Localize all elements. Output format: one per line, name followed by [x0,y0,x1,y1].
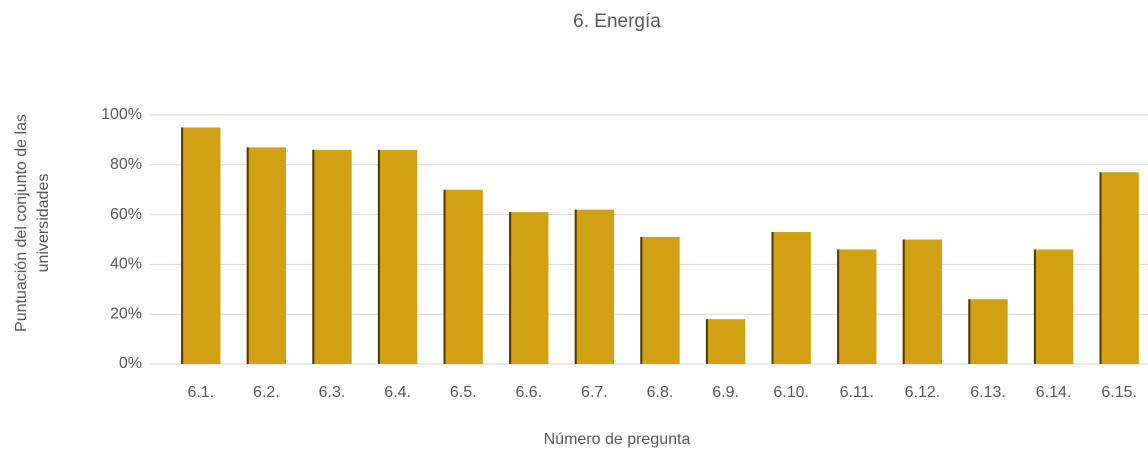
x-axis-label: Número de pregunta [544,431,691,448]
y-tick-label: 40% [110,256,142,273]
bar [509,212,549,364]
y-tick-label: 0% [119,355,142,372]
x-tick-label: 6.15. [1101,384,1137,401]
bar-shadow [771,232,774,364]
bar [771,232,811,364]
x-tick-label: 6.3. [319,384,346,401]
x-tick-label: 6.8. [647,384,674,401]
x-tick-label: 6.4. [384,384,411,401]
bar [377,149,418,364]
bar [1099,172,1139,364]
bar [246,147,287,364]
x-tick-label: 6.9. [712,384,739,401]
y-tick-label: 100% [101,106,142,123]
x-tick-label: 6.6. [515,384,542,401]
y-tick-label: 20% [110,305,142,322]
bar [968,299,1008,364]
bar [837,249,877,364]
bar-shadow [574,209,577,364]
bar-shadow [902,239,905,364]
bar-shadow [1033,249,1036,364]
bar-shadow [181,127,184,364]
bar [640,237,680,364]
bar-shadow [509,212,512,364]
bar [705,319,746,364]
bar [443,189,483,364]
bar [181,127,221,364]
y-tick-label: 80% [110,156,142,173]
x-tick-label: 6.2. [253,384,280,401]
x-tick-label: 6.1. [187,384,214,401]
bar [312,149,352,364]
x-tick-label: 6.11. [840,384,874,401]
x-tick-label: 6.12. [905,384,941,401]
x-tick-label: 6.7. [581,384,608,401]
x-tick-label: 6.10. [773,384,809,401]
bar-shadow [246,147,249,364]
bar [574,209,615,364]
x-tick-label: 6.14. [1036,384,1072,401]
x-tick-label: 6.5. [450,384,477,401]
bar-shadow [443,189,446,364]
y-tick-label: 60% [110,206,142,223]
bar [1033,249,1074,364]
bar [902,239,943,364]
bar-shadow [968,299,971,364]
y-axis-label: Puntuación del conjunto de las universid… [13,114,52,332]
chart-title: 6. Energía [573,11,661,32]
bar-shadow [705,319,708,364]
bar-shadow [377,149,380,364]
bar-shadow [837,249,840,364]
bar-shadow [312,149,315,364]
x-tick-label: 6.13. [970,384,1006,401]
bar-shadow [1099,172,1102,364]
bar-shadow [640,237,643,364]
